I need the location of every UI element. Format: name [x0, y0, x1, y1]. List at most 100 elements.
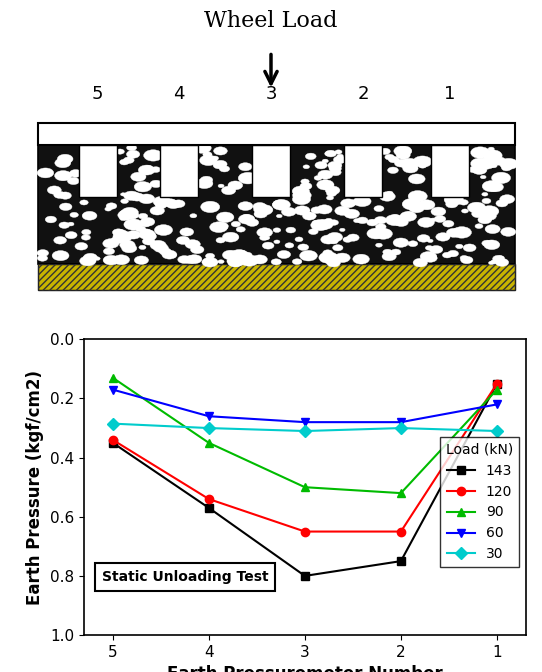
Circle shape [254, 205, 269, 214]
Circle shape [201, 201, 220, 212]
Circle shape [472, 210, 485, 218]
Circle shape [293, 190, 311, 201]
Circle shape [273, 200, 288, 209]
Circle shape [496, 255, 505, 261]
120 [205, 495, 212, 503]
Circle shape [425, 245, 433, 250]
Circle shape [468, 202, 486, 213]
Circle shape [323, 250, 333, 256]
Circle shape [67, 177, 80, 185]
Circle shape [379, 149, 390, 155]
Circle shape [329, 165, 341, 172]
Circle shape [75, 243, 88, 250]
Circle shape [205, 253, 215, 259]
90 [398, 489, 404, 497]
Circle shape [482, 240, 492, 247]
Circle shape [138, 165, 155, 175]
Circle shape [312, 220, 321, 226]
Circle shape [112, 229, 124, 236]
Circle shape [400, 159, 419, 169]
Circle shape [80, 256, 96, 266]
Circle shape [222, 233, 239, 242]
Circle shape [446, 200, 458, 208]
Circle shape [227, 256, 245, 267]
Circle shape [176, 237, 190, 245]
Circle shape [185, 240, 201, 249]
Circle shape [376, 243, 382, 247]
Circle shape [374, 228, 392, 239]
Circle shape [483, 240, 500, 249]
Circle shape [344, 209, 359, 218]
Circle shape [347, 234, 359, 241]
Circle shape [301, 179, 309, 184]
30 [398, 424, 404, 432]
Circle shape [166, 200, 180, 208]
Circle shape [482, 181, 501, 192]
Circle shape [308, 228, 318, 235]
Circle shape [162, 250, 177, 259]
30 [494, 427, 500, 435]
Circle shape [216, 237, 225, 243]
Circle shape [54, 192, 66, 198]
Circle shape [130, 193, 144, 201]
Circle shape [462, 209, 468, 213]
Text: Static Unloading Test: Static Unloading Test [102, 570, 268, 584]
Circle shape [199, 155, 217, 165]
Circle shape [339, 160, 344, 163]
Circle shape [420, 251, 437, 261]
Circle shape [277, 251, 291, 259]
Circle shape [386, 191, 393, 195]
Circle shape [501, 165, 512, 171]
Circle shape [482, 158, 490, 163]
Circle shape [394, 218, 408, 226]
Circle shape [114, 230, 127, 238]
Circle shape [231, 221, 241, 227]
Circle shape [246, 219, 259, 226]
Circle shape [120, 193, 126, 196]
Circle shape [156, 202, 166, 209]
Circle shape [213, 162, 225, 169]
Circle shape [326, 196, 333, 200]
Bar [344, 145, 382, 197]
Circle shape [70, 212, 79, 217]
Circle shape [238, 163, 252, 171]
Circle shape [316, 219, 333, 229]
Circle shape [442, 252, 452, 258]
Circle shape [111, 237, 123, 244]
Text: 4: 4 [173, 85, 185, 103]
Circle shape [126, 151, 140, 158]
Circle shape [408, 241, 418, 247]
Line: 90: 90 [108, 374, 501, 497]
Circle shape [327, 233, 343, 242]
Circle shape [417, 235, 430, 242]
Circle shape [496, 260, 505, 265]
Circle shape [434, 216, 446, 222]
Circle shape [499, 159, 518, 169]
Bar [38, 145, 515, 265]
Circle shape [492, 172, 511, 183]
Circle shape [215, 222, 228, 230]
120 [109, 436, 116, 444]
Circle shape [436, 233, 450, 241]
Circle shape [333, 245, 343, 251]
Circle shape [124, 219, 143, 230]
Circle shape [150, 180, 162, 187]
Circle shape [382, 252, 396, 261]
Circle shape [180, 228, 193, 236]
Circle shape [321, 235, 336, 244]
Circle shape [140, 229, 152, 236]
Circle shape [319, 252, 338, 263]
Circle shape [317, 179, 334, 190]
Circle shape [483, 150, 502, 161]
Circle shape [343, 237, 352, 243]
Circle shape [273, 228, 281, 233]
Circle shape [391, 249, 401, 255]
Circle shape [126, 243, 134, 248]
Circle shape [482, 198, 491, 204]
Circle shape [341, 199, 356, 208]
Circle shape [163, 199, 177, 207]
Circle shape [408, 191, 427, 202]
Circle shape [328, 161, 342, 169]
Circle shape [115, 149, 124, 154]
Circle shape [470, 158, 489, 169]
